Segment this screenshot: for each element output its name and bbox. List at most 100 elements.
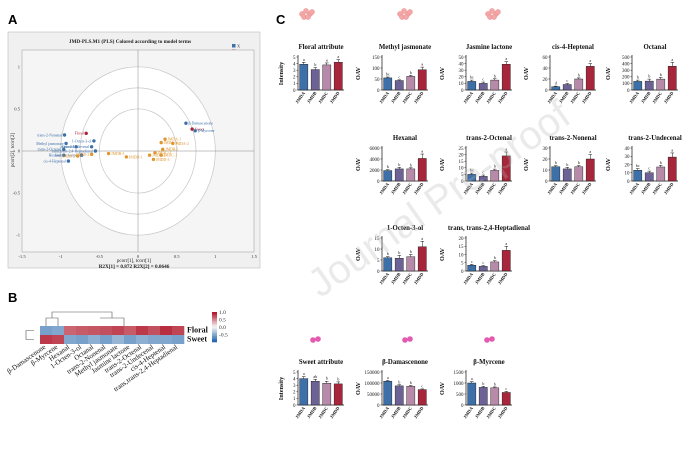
bar-significance-letter: b	[578, 160, 580, 165]
panel-label-b: B	[8, 290, 17, 305]
bar	[322, 383, 332, 406]
bar-category-label: JMDA	[294, 90, 306, 104]
bar-chart-tick-label: 15	[375, 237, 381, 242]
bar-chart-tick-label: 100000	[365, 382, 381, 387]
bar	[417, 158, 427, 182]
bar-category-label: JMDA	[378, 90, 390, 104]
heatmap-cell	[88, 335, 101, 344]
pls-x-tick: 1.5	[251, 254, 257, 259]
pls-point-label: β-Damascenone	[188, 122, 213, 126]
pls-y-tick: 1	[18, 64, 21, 69]
heatmap-cell	[148, 335, 161, 344]
bar-significance-letter: b	[494, 381, 496, 386]
bar-significance-letter: c	[505, 386, 507, 391]
bar	[667, 66, 677, 91]
heatmap-colorbar-segment	[212, 318, 217, 320]
bar-category-label: JMDC	[651, 182, 663, 196]
bar-significance-letter: b	[660, 72, 662, 77]
heatmap-cell	[112, 335, 125, 344]
bar-significance-letter: c	[566, 78, 568, 83]
bar-significance-letter: b	[648, 74, 650, 79]
bar-chart-tick-label: 4	[293, 377, 296, 382]
bar-chart-tick-label: 0	[293, 404, 296, 409]
bar-chart-y-label: Intensity	[278, 376, 285, 400]
bar	[467, 382, 477, 406]
bar-category-label: JMDA	[628, 181, 640, 195]
bar-significance-letter: b	[387, 251, 389, 256]
pls-point	[89, 152, 94, 157]
bar	[490, 261, 500, 272]
bar	[322, 64, 332, 91]
bar-chart-tick-label: 20	[543, 158, 549, 163]
pls-legend-swatch	[232, 44, 236, 48]
bar	[656, 166, 666, 182]
bar-chart-tick-label: 20	[459, 237, 465, 242]
heatmap-colorbar-segment	[212, 324, 217, 326]
pls-point	[190, 127, 194, 131]
bar-chart-13: β-Myrcene 0 500 1000 1500 OAV a JMDA b JMDB b JMDC c…	[439, 359, 512, 419]
pls-point-label: trans,trans-2,4-Heptadienal	[52, 149, 93, 154]
pls-point-label: JMDA-3	[164, 141, 178, 145]
heatmap-row-label: Sweet	[187, 335, 207, 344]
bar-category-label: JMDB	[558, 182, 570, 196]
bar-chart-title: β-Myrcene	[473, 359, 504, 366]
pls-point	[89, 145, 94, 149]
bar	[333, 62, 343, 91]
bar	[551, 166, 561, 182]
bar-chart-tick-label: 10	[459, 82, 465, 87]
bar-significance-letter: b	[410, 162, 412, 167]
heatmap-colorbar-segment	[212, 321, 217, 323]
bar-category-label: JMDA	[294, 405, 306, 419]
bar-chart-y-label: OAV	[355, 381, 362, 394]
pls-point-label: JMDA-1	[168, 138, 182, 142]
bar-significance-letter: ab	[313, 374, 317, 379]
bar-chart-y-label: OAV	[605, 66, 612, 79]
pls-point	[193, 129, 197, 133]
pls-point	[92, 139, 96, 143]
flower-petal	[495, 9, 501, 15]
pls-point	[66, 159, 71, 163]
bar-chart-tick-label: 10	[459, 167, 465, 172]
heatmap-colorbar-segment	[212, 339, 217, 341]
bar	[467, 174, 477, 182]
bar-category-label: JMDA	[462, 405, 474, 419]
pls-point	[151, 157, 156, 162]
bar-chart-8: trans-2-Undecenal 0 10 20 30 40 OAV bc JMDA c JMDB…	[605, 135, 682, 195]
bar-significance-letter: b	[410, 70, 412, 75]
bar-significance-letter: b	[387, 164, 389, 169]
flower-petal	[303, 8, 309, 14]
bar-category-label: JMDA	[378, 271, 390, 285]
bar-chart-tick-label: 2000	[370, 169, 381, 174]
bar-chart-y-label: OAV	[523, 66, 530, 79]
bar	[490, 387, 500, 406]
bar-category-label: JMDC	[401, 91, 413, 105]
bar-significance-letter: c	[648, 166, 650, 171]
bar-chart-tick-label: 0	[461, 404, 464, 409]
bar-chart-y-label: OAV	[439, 157, 446, 170]
bar-category-label: JMDC	[485, 406, 497, 420]
sweet-icon	[484, 336, 495, 343]
bar-chart-tick-label: 10	[625, 172, 631, 177]
flower-petal	[401, 8, 407, 14]
pls-point-label: JMDD-2	[62, 154, 76, 158]
pls-point	[93, 149, 98, 153]
pls-y-tick: -0.5	[13, 191, 21, 196]
bar-category-label: JMDA	[462, 90, 474, 104]
bar-significance-letter: b	[410, 380, 412, 385]
pls-point-label: JMDC-1	[164, 154, 177, 158]
heatmap-cell	[136, 335, 149, 344]
bar-category-label: JMDD	[413, 90, 425, 104]
pls-y-tick: 0	[18, 149, 21, 154]
heatmap-cell	[112, 326, 125, 335]
bar-significance-letter: bc	[386, 72, 390, 77]
bar-chart-tick-label: 10	[543, 169, 549, 174]
bar	[585, 66, 595, 91]
bar-significance-letter: b	[410, 249, 412, 254]
heatmap-cell	[124, 326, 137, 335]
bar-chart-tick-label: 50000	[367, 393, 380, 398]
bar-chart-tick-label: 5	[461, 262, 464, 267]
bar	[478, 266, 488, 272]
bar-chart-title: Floral attribute	[298, 44, 343, 51]
heatmap-colorbar-segment	[212, 333, 217, 335]
bar-chart-y-label: Intensity	[278, 61, 285, 85]
